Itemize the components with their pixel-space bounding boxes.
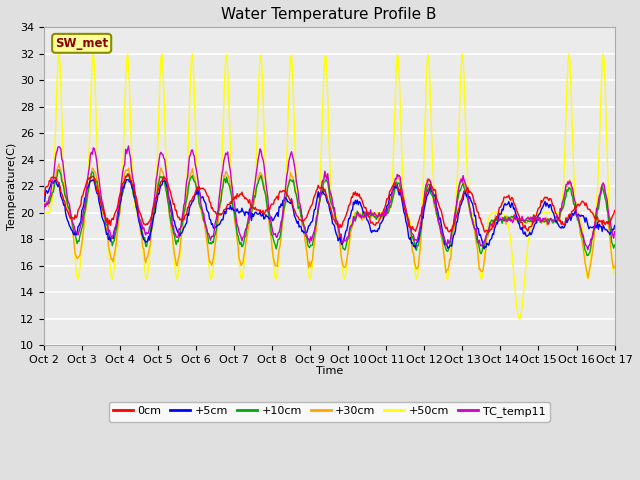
Title: Water Temperature Profile B: Water Temperature Profile B xyxy=(221,7,437,22)
Legend: 0cm, +5cm, +10cm, +30cm, +50cm, TC_temp11: 0cm, +5cm, +10cm, +30cm, +50cm, TC_temp1… xyxy=(109,402,550,421)
Text: SW_met: SW_met xyxy=(55,37,108,50)
Y-axis label: Temperature(C): Temperature(C) xyxy=(7,143,17,230)
X-axis label: Time: Time xyxy=(316,366,343,376)
